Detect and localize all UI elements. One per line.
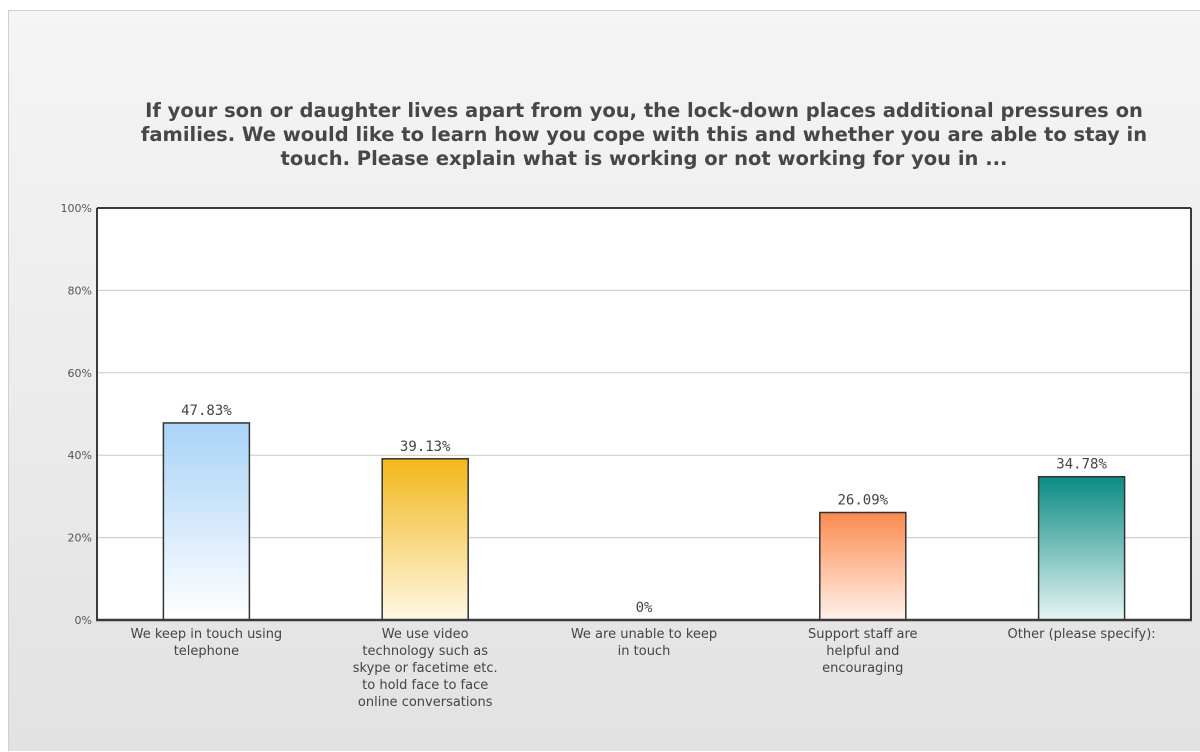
x-category-label: online conversations bbox=[358, 695, 493, 710]
y-tick-label: 100% bbox=[61, 202, 92, 215]
x-category-label: to hold face to face bbox=[362, 678, 488, 693]
bar bbox=[382, 459, 468, 620]
bar bbox=[1039, 477, 1125, 620]
x-category-label: technology such as bbox=[362, 644, 488, 659]
x-category-label: telephone bbox=[174, 644, 239, 659]
data-label: 0% bbox=[636, 600, 653, 616]
x-category-label: skype or facetime etc. bbox=[353, 661, 498, 676]
plot-area bbox=[97, 208, 1191, 620]
data-label: 47.83% bbox=[181, 403, 232, 419]
y-tick-label: 60% bbox=[68, 367, 92, 380]
chart-panel: If your son or daughter lives apart from… bbox=[8, 10, 1200, 751]
bar bbox=[163, 423, 249, 620]
x-category-label: We keep in touch using bbox=[131, 627, 283, 642]
bar-chart: 0% 20% 40% 60% 80% 100% 47.83% We keep in touch… bbox=[9, 11, 1200, 752]
x-category-label: We use video bbox=[382, 627, 469, 642]
y-tick-label: 0% bbox=[75, 614, 92, 627]
data-label: 26.09% bbox=[838, 493, 889, 509]
x-category-label: encouraging bbox=[822, 661, 903, 676]
x-category-label: Other (please specify): bbox=[1008, 627, 1156, 642]
data-label: 34.78% bbox=[1056, 457, 1107, 473]
x-category-label: in touch bbox=[618, 644, 671, 659]
y-tick-label: 80% bbox=[68, 284, 92, 297]
x-category-label: We are unable to keep bbox=[571, 627, 717, 642]
bar bbox=[820, 513, 906, 620]
data-label: 39.13% bbox=[400, 439, 451, 455]
y-tick-label: 20% bbox=[68, 532, 92, 545]
x-category-label: helpful and bbox=[826, 644, 899, 659]
x-category-label: Support staff are bbox=[808, 627, 917, 642]
y-tick-label: 40% bbox=[68, 449, 92, 462]
